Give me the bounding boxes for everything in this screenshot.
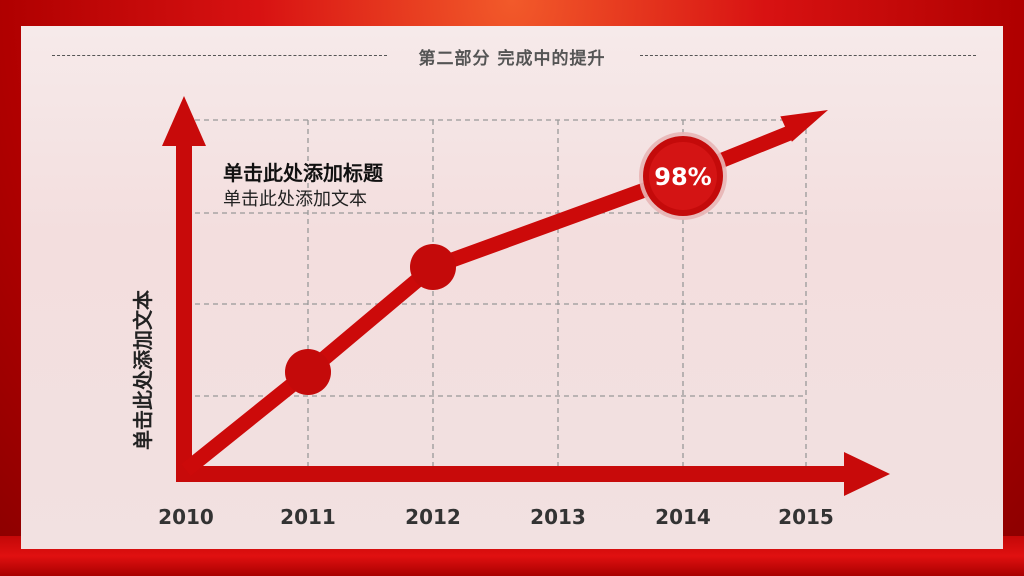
annotation-title: 单击此处添加标题 bbox=[223, 161, 384, 185]
data-point-marker bbox=[410, 244, 456, 290]
x-tick-labels: 2010 2011 2012 2013 2014 2015 bbox=[158, 505, 834, 529]
annotation-subtitle: 单击此处添加文本 bbox=[223, 189, 367, 210]
header-divider-right bbox=[640, 55, 976, 56]
y-axis-label: 单击此处添加文本 bbox=[131, 290, 155, 450]
section-title: 第二部分 完成中的提升 bbox=[418, 49, 606, 69]
x-tick-label: 2015 bbox=[778, 505, 834, 529]
x-axis-arrowhead bbox=[844, 452, 890, 496]
x-axis bbox=[176, 466, 850, 482]
x-tick-label: 2014 bbox=[655, 505, 711, 529]
y-axis bbox=[176, 138, 192, 482]
series-layer: 98% bbox=[181, 110, 828, 476]
x-tick-label: 2010 bbox=[158, 505, 214, 529]
x-tick-label: 2013 bbox=[530, 505, 586, 529]
series-arrowhead bbox=[780, 110, 828, 142]
x-tick-label: 2011 bbox=[280, 505, 336, 529]
data-point-marker bbox=[285, 349, 331, 395]
highlight-value-label: 98% bbox=[654, 163, 711, 191]
x-tick-label: 2012 bbox=[405, 505, 461, 529]
highlight-marker-inner bbox=[649, 142, 717, 210]
y-axis-arrowhead bbox=[162, 96, 206, 146]
axes bbox=[162, 96, 890, 496]
header-divider-left bbox=[52, 55, 387, 56]
